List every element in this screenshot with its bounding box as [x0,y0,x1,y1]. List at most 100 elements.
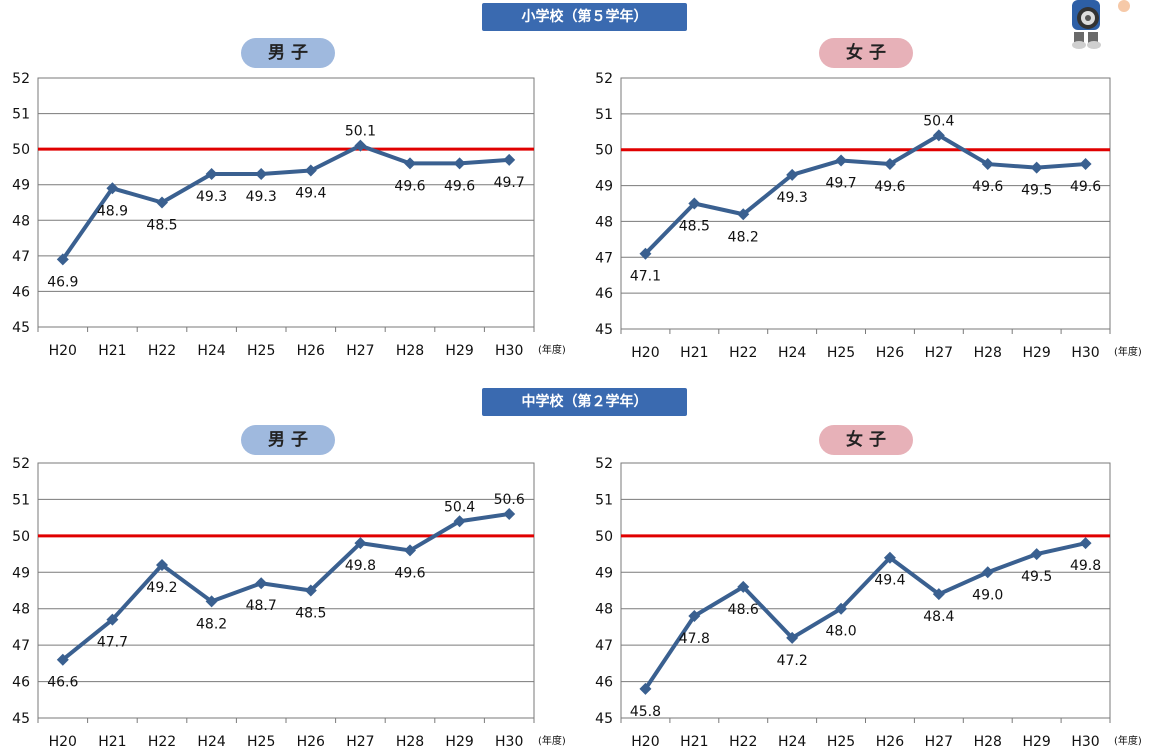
data-point [106,182,119,195]
mascot-illustration [1072,0,1130,49]
data-label: 49.3 [246,189,277,205]
y-tick-label: 49 [595,179,613,195]
chart-junior-high-girls: 45 46 47 48 49 50 51 52 H20 H21 H22 H24 H25 H26 H27 H28… [595,456,1142,750]
data-label: 50.4 [923,113,954,129]
data-point [883,158,896,171]
data-label: 49.7 [825,175,856,191]
x-tick-label: H24 [778,345,806,361]
data-label: 50.1 [345,124,376,140]
data-point [255,168,268,181]
pill-boys-junior-high: 男 子 [241,425,335,455]
y-tick-label: 50 [595,143,613,159]
data-label: 49.2 [146,580,177,596]
x-tick-label: H29 [1022,734,1050,750]
x-tick-label: H27 [346,734,374,750]
data-label: 49.8 [345,558,376,574]
data-label: 49.5 [1021,569,1052,585]
y-tick-label: 52 [595,456,613,472]
x-tick-label: H22 [729,345,757,361]
x-tick-label: H26 [876,734,904,750]
data-label: 46.6 [47,675,78,691]
x-tick-label: H26 [297,343,325,359]
data-label: 48.9 [97,203,128,219]
x-unit-label: (年度) [538,343,566,356]
data-point [883,551,896,564]
data-point [639,682,652,695]
data-label: 45.8 [630,704,661,720]
x-tick-label: H20 [49,343,77,359]
x-tick-label: H29 [445,343,473,359]
data-point [688,197,701,210]
x-tick-label: H29 [1022,345,1050,361]
data-point [932,588,945,601]
x-unit-label: (年度) [538,734,566,747]
data-point [835,154,848,167]
series-line [644,133,1086,256]
y-tick-label: 49 [595,565,613,581]
x-tick-label: H29 [445,734,473,750]
series-line [61,512,510,662]
y-tick-label: 45 [12,320,30,336]
chart-elementary-girls: 45 46 47 48 49 50 51 52 H20 H21 H22 H24 H25 H26 H27 H28… [595,71,1142,361]
data-point [205,168,218,181]
y-tick-label: 52 [595,71,613,87]
data-point [156,196,168,209]
data-point [932,129,945,142]
data-point [639,247,652,260]
y-tick-label: 45 [595,711,613,727]
data-point [106,613,119,626]
series-line [643,541,1086,690]
data-label: 49.8 [1070,558,1101,574]
data-label: 48.7 [246,598,277,614]
data-point [981,566,994,579]
data-label: 49.6 [1070,179,1101,195]
y-tick-label: 51 [12,492,30,508]
data-label: 47.7 [97,635,128,651]
x-tick-label: H30 [495,734,523,750]
data-point [56,653,69,666]
y-tick-label: 47 [595,638,613,654]
data-point [835,602,848,615]
data-label: 49.6 [394,565,425,581]
x-tick-label: H25 [247,343,275,359]
y-tick-label: 47 [12,249,30,265]
data-label: 48.5 [295,606,326,622]
y-tick-label: 46 [12,675,30,691]
data-label: 48.2 [196,616,227,632]
data-point [1030,548,1043,561]
x-tick-label: H30 [1071,734,1099,750]
data-point [1079,537,1092,550]
data-point [304,584,317,597]
x-tick-label: H28 [396,343,424,359]
data-label: 49.5 [1021,183,1052,199]
data-label: 49.0 [972,587,1003,603]
y-tick-label: 51 [595,492,613,508]
data-point [56,253,69,266]
data-label: 48.5 [146,218,177,234]
x-tick-label: H21 [98,343,126,359]
y-tick-label: 52 [12,456,30,472]
data-label: 50.6 [494,492,525,508]
x-tick-label: H30 [495,343,523,359]
y-tick-label: 48 [595,602,613,618]
y-tick-label: 50 [595,529,613,545]
data-label: 48.6 [728,602,759,618]
data-label: 48.4 [923,609,954,625]
y-tick-label: 46 [595,675,613,691]
data-label: 46.9 [47,274,78,290]
y-tick-label: 45 [12,711,30,727]
data-point [205,595,218,608]
y-tick-label: 48 [595,214,613,230]
x-unit-label: (年度) [1114,345,1142,358]
data-point [786,168,799,181]
chart-junior-high-boys: 45 46 47 48 49 50 51 52 H20 H21 H22 H24 H25 H26 H27 H28… [12,456,566,750]
x-tick-label: H26 [297,734,325,750]
data-point [688,610,701,622]
x-tick-label: H20 [631,345,659,361]
data-point [453,515,466,528]
data-point [404,544,416,557]
x-tick-label: H20 [49,734,77,750]
chart-elementary-boys: 45 46 47 48 49 50 51 52 H20 H21 H22 H24 H25 H26 H27 H28… [12,71,566,359]
data-label: 50.4 [444,499,475,515]
x-unit-label: (年度) [1114,734,1142,747]
